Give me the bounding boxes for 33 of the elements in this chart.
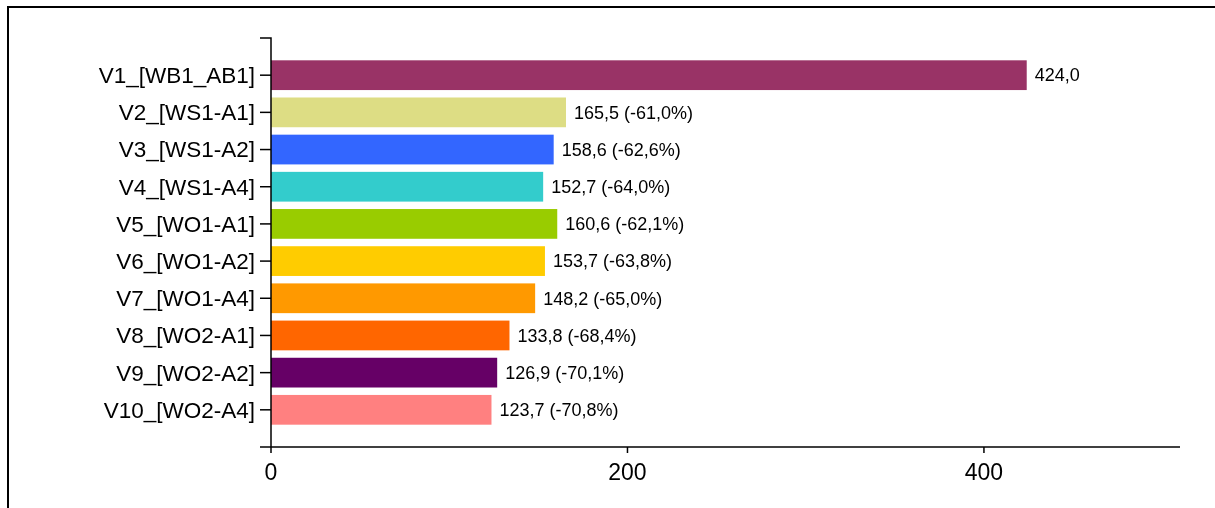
- data-label: 160,6 (-62,1%): [565, 214, 685, 235]
- y-tick-label: V6_[WO1-A2]: [116, 248, 255, 274]
- data-label: 133,8 (-68,4%): [517, 325, 637, 346]
- bar: [271, 357, 498, 388]
- y-tick-label: V8_[WO2-A1]: [116, 323, 255, 349]
- y-tick-label: V2_[WS1-A1]: [118, 100, 255, 126]
- y-tick-label: V9_[WO2-A2]: [116, 360, 255, 386]
- y-tick-label: V1_[WB1_AB1]: [98, 63, 255, 89]
- bar: [271, 394, 492, 425]
- y-tick-label: V5_[WO1-A1]: [116, 211, 255, 237]
- bar: [271, 97, 566, 128]
- data-label: 158,6 (-62,6%): [561, 139, 681, 160]
- y-tick-label: V10_[WO2-A4]: [103, 397, 255, 423]
- bar: [271, 171, 544, 202]
- data-label: 424,0: [1034, 65, 1080, 86]
- data-label: 123,7 (-70,8%): [499, 400, 619, 421]
- x-tick-label: 0: [264, 459, 278, 485]
- bar: [271, 134, 554, 165]
- y-tick-label: V3_[WS1-A2]: [118, 137, 255, 163]
- y-tick-label: V4_[WS1-A4]: [118, 174, 255, 200]
- data-label: 152,7 (-64,0%): [551, 177, 671, 198]
- data-label: 126,9 (-70,1%): [505, 362, 625, 383]
- data-label: 148,2 (-65,0%): [543, 288, 663, 309]
- y-tick-label: V7_[WO1-A4]: [116, 286, 255, 312]
- bar: [271, 320, 510, 351]
- x-tick-label: 400: [964, 459, 1004, 485]
- x-tick-label: 200: [608, 459, 647, 485]
- bar: [271, 246, 545, 276]
- bar: [271, 60, 1027, 91]
- bar: [271, 209, 558, 239]
- data-label: 165,5 (-61,0%): [573, 102, 694, 123]
- bar: [271, 283, 536, 314]
- data-label: 153,7 (-63,8%): [552, 251, 673, 272]
